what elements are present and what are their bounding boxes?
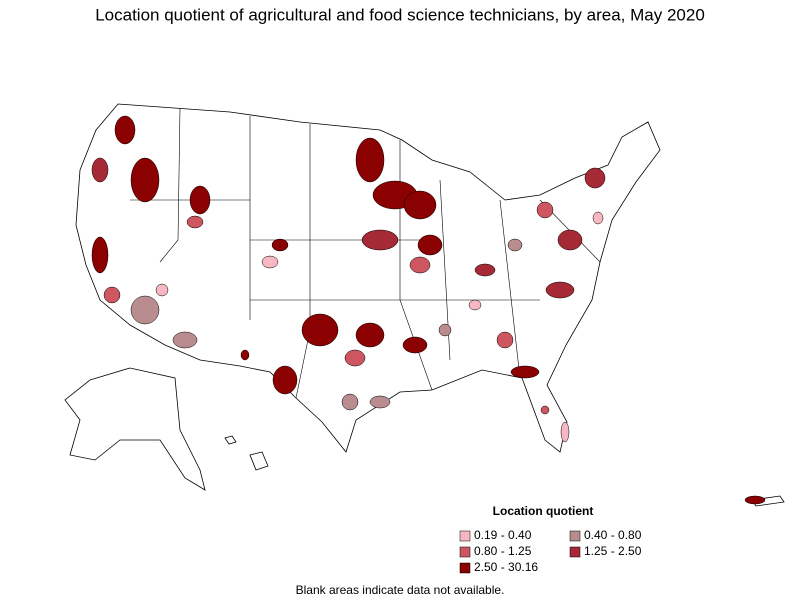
- legend-label: 1.25 - 2.50: [584, 544, 642, 558]
- area-fill: [560, 421, 570, 443]
- area-fill: [507, 238, 523, 252]
- area-fill: [301, 313, 339, 347]
- area-fill: [91, 157, 109, 183]
- area-fill: [510, 365, 540, 379]
- alaska-outline: [64, 367, 206, 491]
- area-fill: [438, 323, 452, 337]
- legend-swatch: [569, 530, 581, 542]
- legend-swatch: [459, 546, 471, 558]
- area-fill: [557, 229, 583, 251]
- legend: 0.19 - 0.40 0.40 - 0.80 0.80 - 1.25 1.25 - …: [459, 528, 642, 574]
- area-fill: [344, 349, 366, 367]
- area-fill: [468, 299, 482, 311]
- area-fill: [403, 190, 437, 220]
- area-fill: [584, 167, 606, 189]
- area-fill: [172, 331, 198, 349]
- area-fill: [536, 201, 554, 219]
- area-fill: [355, 322, 385, 348]
- area-fill: [496, 331, 514, 349]
- area-fill: [355, 137, 385, 183]
- area-fill: [592, 211, 604, 225]
- area-fill: [402, 336, 428, 354]
- legend-title: Location quotient: [493, 504, 594, 518]
- area-fill: [103, 286, 121, 304]
- area-fill: [189, 185, 211, 215]
- area-fill: [261, 255, 279, 269]
- area-fill: [540, 405, 550, 415]
- area-fill: [240, 349, 250, 361]
- legend-swatch: [459, 530, 471, 542]
- area-fill: [744, 495, 766, 505]
- area-fill: [369, 395, 391, 409]
- area-fill: [130, 295, 160, 325]
- area-fill: [474, 263, 496, 277]
- area-fill: [361, 229, 399, 251]
- hawaii-outline: [224, 435, 237, 445]
- area-fill: [186, 215, 204, 229]
- area-fill: [409, 256, 431, 274]
- area-fill: [130, 157, 160, 203]
- legend-swatch: [459, 562, 471, 574]
- title: Location quotient of agricultural and fo…: [95, 5, 705, 24]
- area-fill: [155, 283, 169, 297]
- area-fill: [114, 115, 136, 145]
- legend-swatch: [569, 546, 581, 558]
- area-fill: [341, 393, 359, 411]
- legend-label: 0.80 - 1.25: [474, 544, 532, 558]
- legend-label: 2.50 - 30.16: [474, 560, 538, 574]
- area-fill: [417, 234, 443, 256]
- area-fill: [545, 281, 575, 299]
- legend-label: 0.19 - 0.40: [474, 528, 532, 542]
- area-fill: [91, 236, 109, 274]
- area-fill: [271, 238, 289, 252]
- area-fill: [272, 365, 298, 395]
- footnote: Blank areas indicate data not available.: [296, 583, 505, 597]
- legend-label: 0.40 - 0.80: [584, 528, 642, 542]
- map: [64, 103, 785, 507]
- hawaii-outline: [249, 451, 269, 471]
- area-fills: [91, 115, 766, 505]
